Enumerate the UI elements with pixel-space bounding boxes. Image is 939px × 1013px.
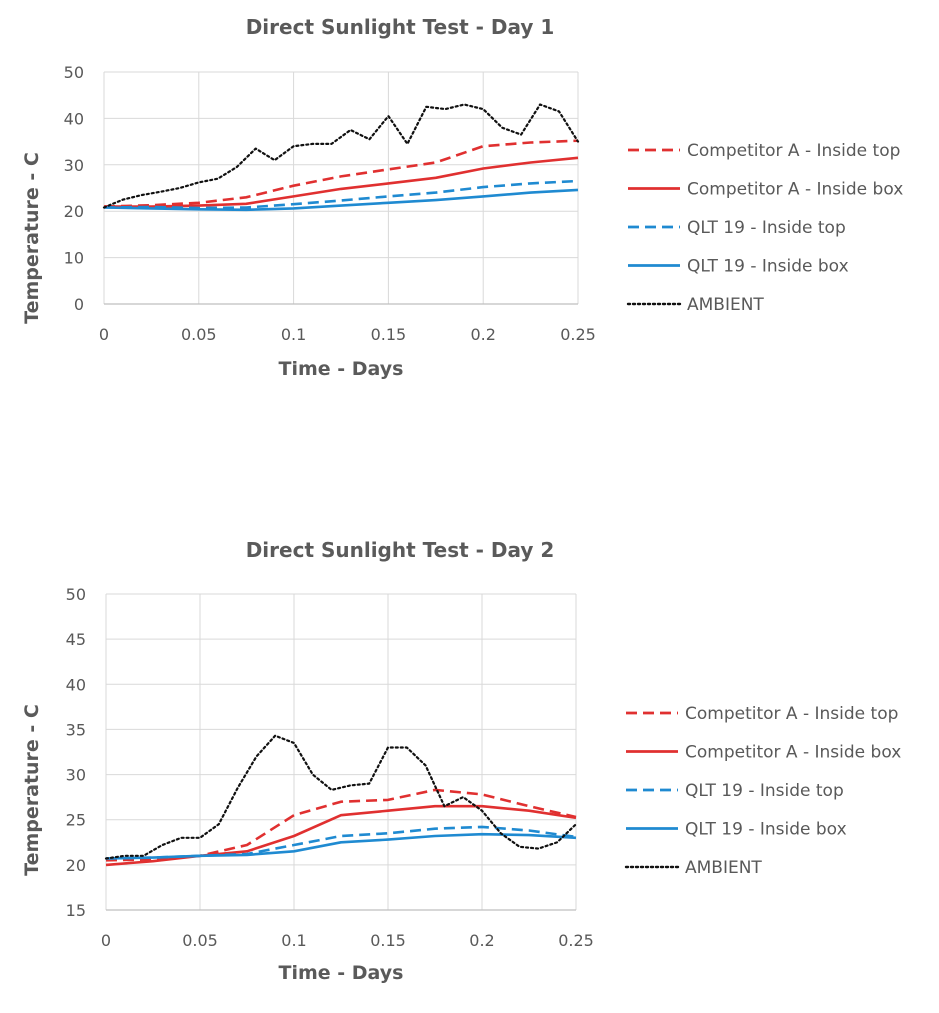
x-tick-label: 0.05 bbox=[182, 931, 218, 950]
y-axis-ticks: 0 10 20 30 40 50 bbox=[64, 63, 84, 314]
gridlines bbox=[105, 593, 577, 911]
x-tick-label: 0.25 bbox=[560, 325, 596, 344]
chart-day-2: Direct Sunlight Test - Day 2 15 20 25 30 35 4… bbox=[21, 538, 901, 984]
y-axis-title: Temperature - C bbox=[21, 704, 43, 876]
y-tick-label: 25 bbox=[66, 811, 86, 830]
legend-label: QLT 19 - Inside top bbox=[685, 781, 844, 801]
x-tick-label: 0 bbox=[99, 325, 109, 344]
x-axis-ticks: 0 0.05 0.1 0.15 0.2 0.25 bbox=[101, 931, 594, 950]
x-tick-label: 0.1 bbox=[281, 931, 306, 950]
chart-title: Direct Sunlight Test - Day 1 bbox=[246, 15, 555, 39]
series-line-qlt-19-inside-top bbox=[103, 179, 579, 210]
y-tick-label: 45 bbox=[66, 630, 86, 649]
legend-label: Competitor A - Inside box bbox=[685, 743, 901, 763]
y-axis-ticks: 15 20 25 30 35 40 45 50 bbox=[66, 585, 86, 920]
series-line-ambient bbox=[102, 103, 580, 209]
y-tick-label: 10 bbox=[64, 249, 84, 268]
x-axis-title: Time - Days bbox=[279, 962, 404, 984]
series-line-ambient bbox=[104, 734, 578, 860]
y-axis-title: Temperature - C bbox=[21, 152, 43, 324]
legend-label: AMBIENT bbox=[687, 295, 764, 315]
series-line-competitor-a-inside-box bbox=[104, 156, 579, 208]
series-layer bbox=[102, 103, 580, 212]
series-line-competitor-a-inside-top bbox=[103, 139, 579, 208]
y-tick-label: 20 bbox=[66, 856, 86, 875]
y-tick-label: 0 bbox=[74, 295, 84, 314]
chart-title: Direct Sunlight Test - Day 2 bbox=[246, 538, 555, 562]
legend-label: AMBIENT bbox=[685, 858, 762, 878]
legend-label: QLT 19 - Inside box bbox=[687, 257, 849, 277]
y-tick-label: 15 bbox=[66, 901, 86, 920]
chart-day-1: Direct Sunlight Test - Day 1 0 10 20 30 40 50… bbox=[21, 15, 903, 380]
legend-label: QLT 19 - Inside box bbox=[685, 820, 847, 840]
gridlines bbox=[103, 71, 579, 305]
x-tick-label: 0 bbox=[101, 931, 111, 950]
x-tick-label: 0.05 bbox=[181, 325, 217, 344]
legend: Competitor A - Inside top Competitor A - … bbox=[626, 141, 903, 315]
y-tick-label: 50 bbox=[66, 585, 86, 604]
x-tick-label: 0.15 bbox=[371, 325, 407, 344]
x-axis-title: Time - Days bbox=[279, 358, 404, 380]
y-tick-label: 30 bbox=[66, 766, 86, 785]
series-layer bbox=[104, 734, 578, 867]
x-tick-label: 0.15 bbox=[370, 931, 406, 950]
y-tick-label: 40 bbox=[66, 675, 86, 694]
legend-label: Competitor A - Inside box bbox=[687, 180, 903, 200]
legend-label: Competitor A - Inside top bbox=[685, 704, 898, 724]
series-line-qlt-19-inside-box bbox=[105, 832, 577, 860]
y-tick-label: 40 bbox=[64, 109, 84, 128]
x-tick-label: 0.2 bbox=[470, 325, 495, 344]
y-tick-label: 20 bbox=[64, 202, 84, 221]
series-line-qlt-19-inside-box bbox=[103, 188, 579, 212]
y-tick-label: 30 bbox=[64, 156, 84, 175]
series-line-competitor-a-inside-top bbox=[105, 788, 577, 862]
legend: Competitor A - Inside top Competitor A - … bbox=[624, 704, 901, 878]
x-tick-label: 0.25 bbox=[558, 931, 594, 950]
x-tick-label: 0.1 bbox=[281, 325, 306, 344]
x-tick-label: 0.2 bbox=[469, 931, 494, 950]
legend-label: Competitor A - Inside top bbox=[687, 141, 900, 161]
x-axis-ticks: 0 0.05 0.1 0.15 0.2 0.25 bbox=[99, 325, 596, 344]
legend-label: QLT 19 - Inside top bbox=[687, 218, 846, 238]
y-tick-label: 50 bbox=[64, 63, 84, 82]
y-tick-label: 35 bbox=[66, 720, 86, 739]
